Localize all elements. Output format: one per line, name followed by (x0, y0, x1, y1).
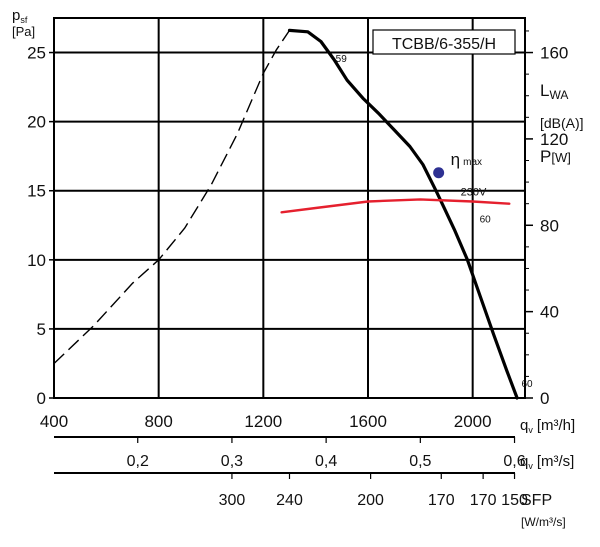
second-axis-label-q: q (520, 453, 528, 470)
pressure-curve-stable (287, 28, 519, 400)
y-axis-unit: [Pa] (12, 24, 35, 39)
x-axis-label-q: q (520, 417, 528, 434)
sfp-axis-tick-label-1: 240 (276, 492, 303, 509)
sfp-axis-tick-label-4: 170 (470, 492, 497, 509)
x-tick-label-4: 2000 (454, 412, 492, 431)
second-axis-tick-label-0: 0,2 (127, 453, 149, 470)
sfp-axis-tick-label-5: 150 (501, 492, 528, 509)
x-tick-label-1: 800 (144, 412, 172, 431)
sound-level-label-0: 59 (336, 54, 348, 65)
power-tick-label-0: 0 (540, 389, 549, 408)
sfp-axis-tick-label-3: 170 (428, 492, 455, 509)
x-tick-label-3: 1600 (349, 412, 387, 431)
y-axis-label-p: p (12, 7, 20, 24)
tick-labels: 400 800 1200 1600 2000 0 5 10 15 20 25 0 40 80 120 160 0… (27, 44, 568, 509)
series-layer (53, 28, 519, 400)
x-tick-label-0: 400 (40, 412, 68, 431)
power-tick-label-3: 120 (540, 130, 568, 149)
title-box (372, 29, 516, 55)
lwa-label: LWA (540, 81, 568, 102)
second-axis-unit: [m³/s] (537, 453, 575, 470)
x-tick-label-2: 1200 (244, 412, 282, 431)
power-label: P[W] (540, 147, 571, 166)
y-tick-label-0: 0 (37, 389, 46, 408)
sfp-axis-tick-label-0: 300 (219, 492, 246, 509)
lwa-label-sub: WA (549, 88, 568, 102)
pressure-curve-unstable (53, 30, 291, 365)
eta-max-label-main: η (451, 150, 460, 169)
second-axis-tick-label-3: 0,5 (409, 453, 431, 470)
sfp-axis-label: SFP (521, 492, 552, 509)
sfp-axis-tick-label-2: 200 (357, 492, 384, 509)
y-axis-label: psf (12, 7, 28, 25)
y-tick-label-4: 20 (27, 113, 46, 132)
x-axis-unit: [m³/h] (537, 417, 575, 434)
power-label-unit: [W] (551, 150, 571, 165)
power-tick-label-2: 80 (540, 216, 559, 235)
second-axis-tick-label-4: 0,6 (503, 453, 525, 470)
second-axis-tick-label-1: 0,3 (221, 453, 243, 470)
second-axis-label-sub: v (528, 461, 533, 471)
eta-max-point (433, 167, 445, 179)
chart-title: TCBB/6-355/H (392, 36, 496, 53)
eta-max-label-sub: max (463, 157, 482, 168)
eta-max-label: η max (451, 150, 482, 169)
x-axis-label: qv [m³/h] (520, 417, 575, 435)
power-curve (280, 198, 511, 214)
y-tick-label-3: 15 (27, 182, 46, 201)
x-axis-label-sub: v (528, 425, 533, 435)
second-axis-tick-label-2: 0,4 (315, 453, 337, 470)
power-tick-label-4: 160 (540, 44, 568, 63)
y-axis-label-sub: sf (20, 15, 28, 25)
sfp-axis-unit: [W/m³/s] (521, 515, 566, 529)
second-axis-label: qv [m³/s] (520, 453, 574, 471)
power-curve-label: 230V (461, 187, 487, 199)
y-tick-label-2: 10 (27, 251, 46, 270)
grid (49, 18, 533, 399)
power-tick-label-1: 40 (540, 303, 559, 322)
sound-level-label-2: 60 (521, 379, 533, 390)
lwa-label-main: L (540, 81, 549, 100)
lwa-unit: [dB(A)] (540, 115, 584, 131)
y-tick-label-5: 25 (27, 44, 46, 63)
plot-frame (53, 17, 526, 399)
power-label-main: P (540, 147, 551, 166)
annotations: 230V η max 59 60 60 (336, 54, 533, 390)
sound-level-label-1: 60 (480, 215, 492, 226)
y-tick-label-1: 5 (37, 320, 46, 339)
